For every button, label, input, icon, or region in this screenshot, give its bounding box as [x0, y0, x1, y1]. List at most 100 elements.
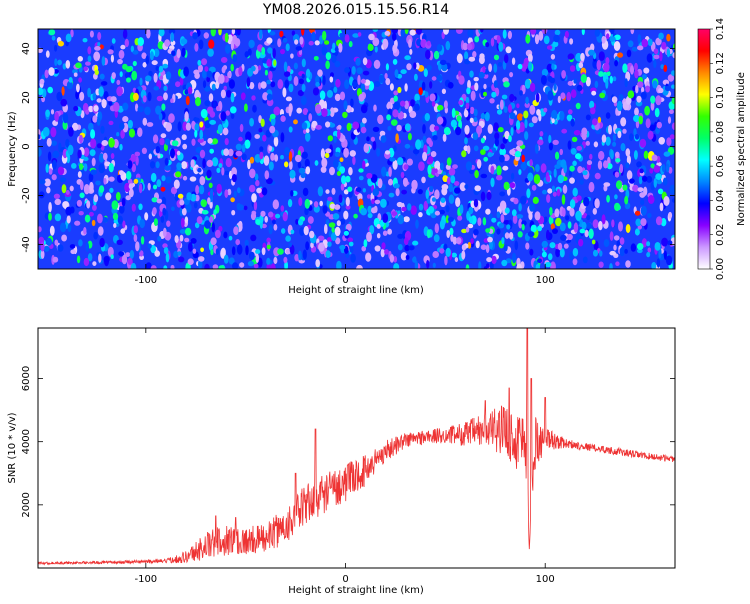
heatmap-cell	[658, 87, 664, 94]
heatmap-cell	[66, 80, 73, 90]
heatmap-cell	[259, 146, 264, 152]
heatmap-cell	[310, 242, 314, 249]
heatmap-cell	[473, 145, 479, 152]
heatmap-cell	[211, 138, 219, 145]
heatmap-cell	[596, 59, 602, 71]
heatmap-cell	[94, 69, 99, 76]
heatmap-cell	[581, 132, 587, 141]
heatmap-cell	[613, 41, 621, 51]
heatmap-cell	[293, 62, 298, 70]
heatmap-cell	[237, 204, 244, 211]
heatmap-cell	[452, 164, 458, 170]
heatmap-cell	[298, 78, 304, 85]
heatmap-cell	[43, 245, 50, 252]
heatmap-cell	[465, 161, 472, 171]
heatmap-cell	[325, 250, 331, 258]
heatmap-cell	[273, 136, 279, 147]
heatmap-cell	[483, 91, 487, 97]
heatmap-cell	[301, 151, 308, 159]
heatmap-cell	[157, 153, 161, 159]
heatmap-cell	[502, 165, 509, 171]
heatmap-cell	[233, 190, 237, 198]
heatmap-cell	[450, 175, 456, 184]
heatmap-cell	[636, 243, 644, 250]
heatmap-cell	[418, 212, 423, 218]
heatmap-cell	[163, 85, 168, 92]
heatmap-cell	[90, 129, 96, 139]
heatmap-cell	[138, 203, 143, 211]
heatmap-cell	[664, 85, 671, 92]
heatmap-cell	[291, 30, 296, 36]
heatmap-cell	[588, 228, 594, 239]
heatmap-cell	[671, 70, 675, 76]
heatmap-cell	[455, 197, 461, 208]
heatmap-cell	[671, 198, 675, 203]
heatmap-cell	[187, 258, 194, 266]
heatmap-cell	[551, 185, 556, 193]
heatmap-cell	[215, 229, 221, 239]
heatmap-cell	[116, 239, 123, 245]
heatmap-cell	[211, 157, 219, 167]
heatmap-cell	[197, 59, 202, 66]
heatmap-cell	[118, 251, 125, 257]
heatmap-cell	[298, 250, 302, 261]
heatmap-cell	[560, 234, 567, 241]
heatmap-cell	[389, 157, 396, 162]
heatmap-cell	[474, 82, 479, 91]
heatmap-cell	[393, 145, 397, 152]
heatmap-cell	[235, 239, 240, 246]
heatmap-cell	[529, 104, 536, 115]
heatmap-cell	[245, 245, 249, 256]
heatmap-cell	[83, 257, 90, 267]
colorbar-tick-label: 0.02	[715, 224, 726, 246]
heatmap-cell	[644, 105, 650, 116]
heatmap-cell	[401, 189, 407, 195]
heatmap-cell	[113, 101, 120, 112]
heatmap-cell	[586, 214, 591, 221]
heatmap-cell	[209, 119, 217, 125]
heatmap-cell	[57, 244, 64, 252]
heatmap-cell	[273, 256, 278, 265]
heatmap-cell	[202, 80, 207, 89]
heatmap-cell	[426, 40, 431, 46]
heatmap-cell	[223, 231, 228, 239]
heatmap-cell	[85, 109, 90, 115]
heatmap-cell	[255, 249, 261, 255]
heatmap-cell	[345, 223, 352, 231]
heatmap-cell	[535, 92, 540, 103]
heatmap-cell	[373, 59, 381, 69]
heatmap-cell	[313, 201, 319, 208]
heatmap-cell	[666, 137, 672, 146]
heatmap-cell	[288, 106, 292, 117]
heatmap-cell	[373, 104, 377, 112]
heatmap-cell	[176, 162, 182, 171]
heatmap-cell	[352, 121, 360, 130]
heatmap-cell	[180, 217, 185, 228]
heatmap-cell	[84, 214, 91, 223]
heatmap-cell	[128, 188, 134, 198]
heatmap-cell	[139, 218, 145, 229]
heatmap-cell	[523, 110, 529, 119]
heatmap-cell	[282, 37, 288, 43]
colorbar-tick-label: 0.04	[715, 189, 726, 211]
heatmap-cell	[51, 174, 57, 181]
heatmap-cell	[653, 177, 657, 188]
heatmap-cell	[156, 95, 164, 102]
heatmap-cell	[208, 39, 215, 49]
heatmap-cell	[148, 153, 152, 160]
heatmap-cell	[612, 76, 617, 82]
heatmap-cell	[299, 36, 304, 45]
heatmap-cell	[573, 129, 581, 136]
heatmap-cell	[382, 230, 388, 236]
heatmap-cell	[498, 41, 504, 52]
heatmap-cell	[320, 166, 327, 173]
heatmap-cell	[39, 179, 46, 185]
heatmap-cell	[295, 218, 299, 225]
heatmap-cell	[485, 244, 490, 254]
heatmap-cell	[403, 237, 409, 245]
heatmap-cell	[553, 34, 560, 43]
heatmap-cell	[668, 109, 674, 114]
heatmap-cell	[552, 228, 558, 235]
heatmap-cell	[512, 214, 518, 224]
heatmap-cell	[197, 167, 202, 173]
